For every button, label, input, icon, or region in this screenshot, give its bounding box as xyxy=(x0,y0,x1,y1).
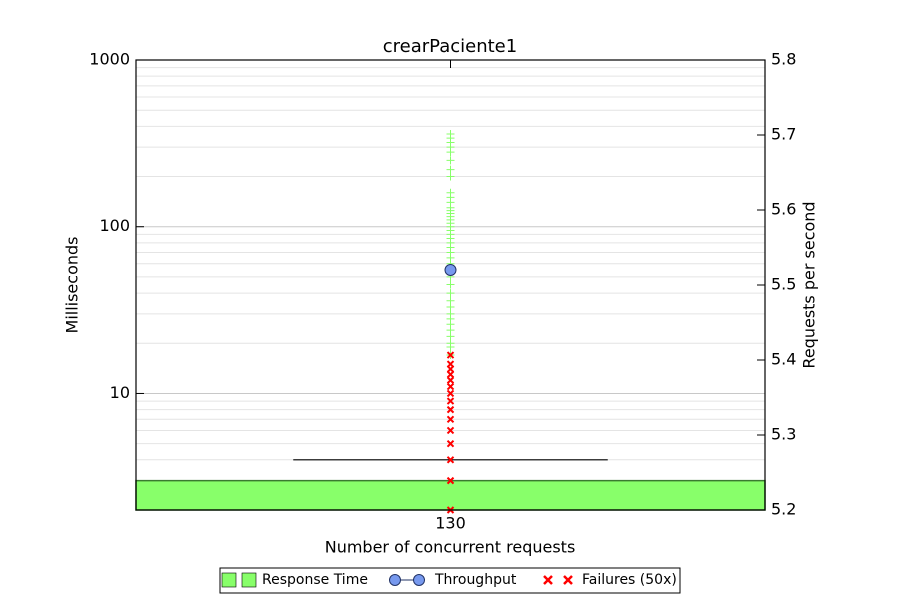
response-time-point xyxy=(446,309,455,318)
legend-marker xyxy=(413,574,425,586)
throughput-point xyxy=(444,264,457,276)
legend-box xyxy=(219,567,681,594)
x-axis-label: Number of concurrent requests xyxy=(325,538,576,557)
y2-tick-label: 5.3 xyxy=(771,425,796,444)
legend-label: Failures (50x) xyxy=(582,572,677,588)
legend-swatch xyxy=(241,572,257,588)
y2-tick-label: 5.4 xyxy=(771,350,796,369)
legend-label: Response Time xyxy=(262,572,368,588)
failure-point xyxy=(446,456,455,464)
y2-tick-label: 5.7 xyxy=(771,125,796,144)
legend-marker xyxy=(543,575,573,585)
y2-tick-label: 5.8 xyxy=(771,50,796,69)
failure-point xyxy=(446,351,455,359)
failure-point xyxy=(446,405,455,414)
response-time-point xyxy=(446,156,455,165)
box xyxy=(135,479,766,511)
failure-point xyxy=(446,415,455,423)
y-axis-label: Milliseconds xyxy=(63,237,82,334)
failure-point xyxy=(446,426,455,435)
legend-marker xyxy=(389,574,401,586)
response-time-point xyxy=(446,296,455,305)
legend-label: Throughput xyxy=(434,572,517,588)
response-time-point xyxy=(446,280,455,289)
chart-title: crearPaciente1 xyxy=(383,36,517,57)
plot-frame xyxy=(135,59,766,511)
failure-point xyxy=(446,389,455,398)
y2-tick-label: 5.5 xyxy=(771,275,796,294)
failure-point xyxy=(446,376,455,384)
failure-point xyxy=(446,397,455,405)
y-tick-label: 10 xyxy=(110,383,130,402)
failure-point xyxy=(446,439,455,448)
y2-axis-label: Requests per second xyxy=(800,201,819,368)
y2-tick-label: 5.6 xyxy=(771,200,796,219)
response-time-point xyxy=(446,339,455,348)
y2-tick-label: 5.2 xyxy=(771,500,796,519)
failure-point xyxy=(446,360,455,368)
response-time-point xyxy=(446,129,455,138)
y-tick-label: 1000 xyxy=(89,50,130,69)
x-tick-label: 130 xyxy=(435,514,466,533)
response-time-point xyxy=(446,188,455,197)
legend-swatch xyxy=(221,572,237,588)
response-time-point xyxy=(446,165,455,174)
response-time-point xyxy=(446,289,455,298)
y-tick-label: 100 xyxy=(99,216,130,235)
response-time-point xyxy=(446,172,455,181)
failure-point xyxy=(446,476,455,485)
failure-point xyxy=(446,382,455,391)
